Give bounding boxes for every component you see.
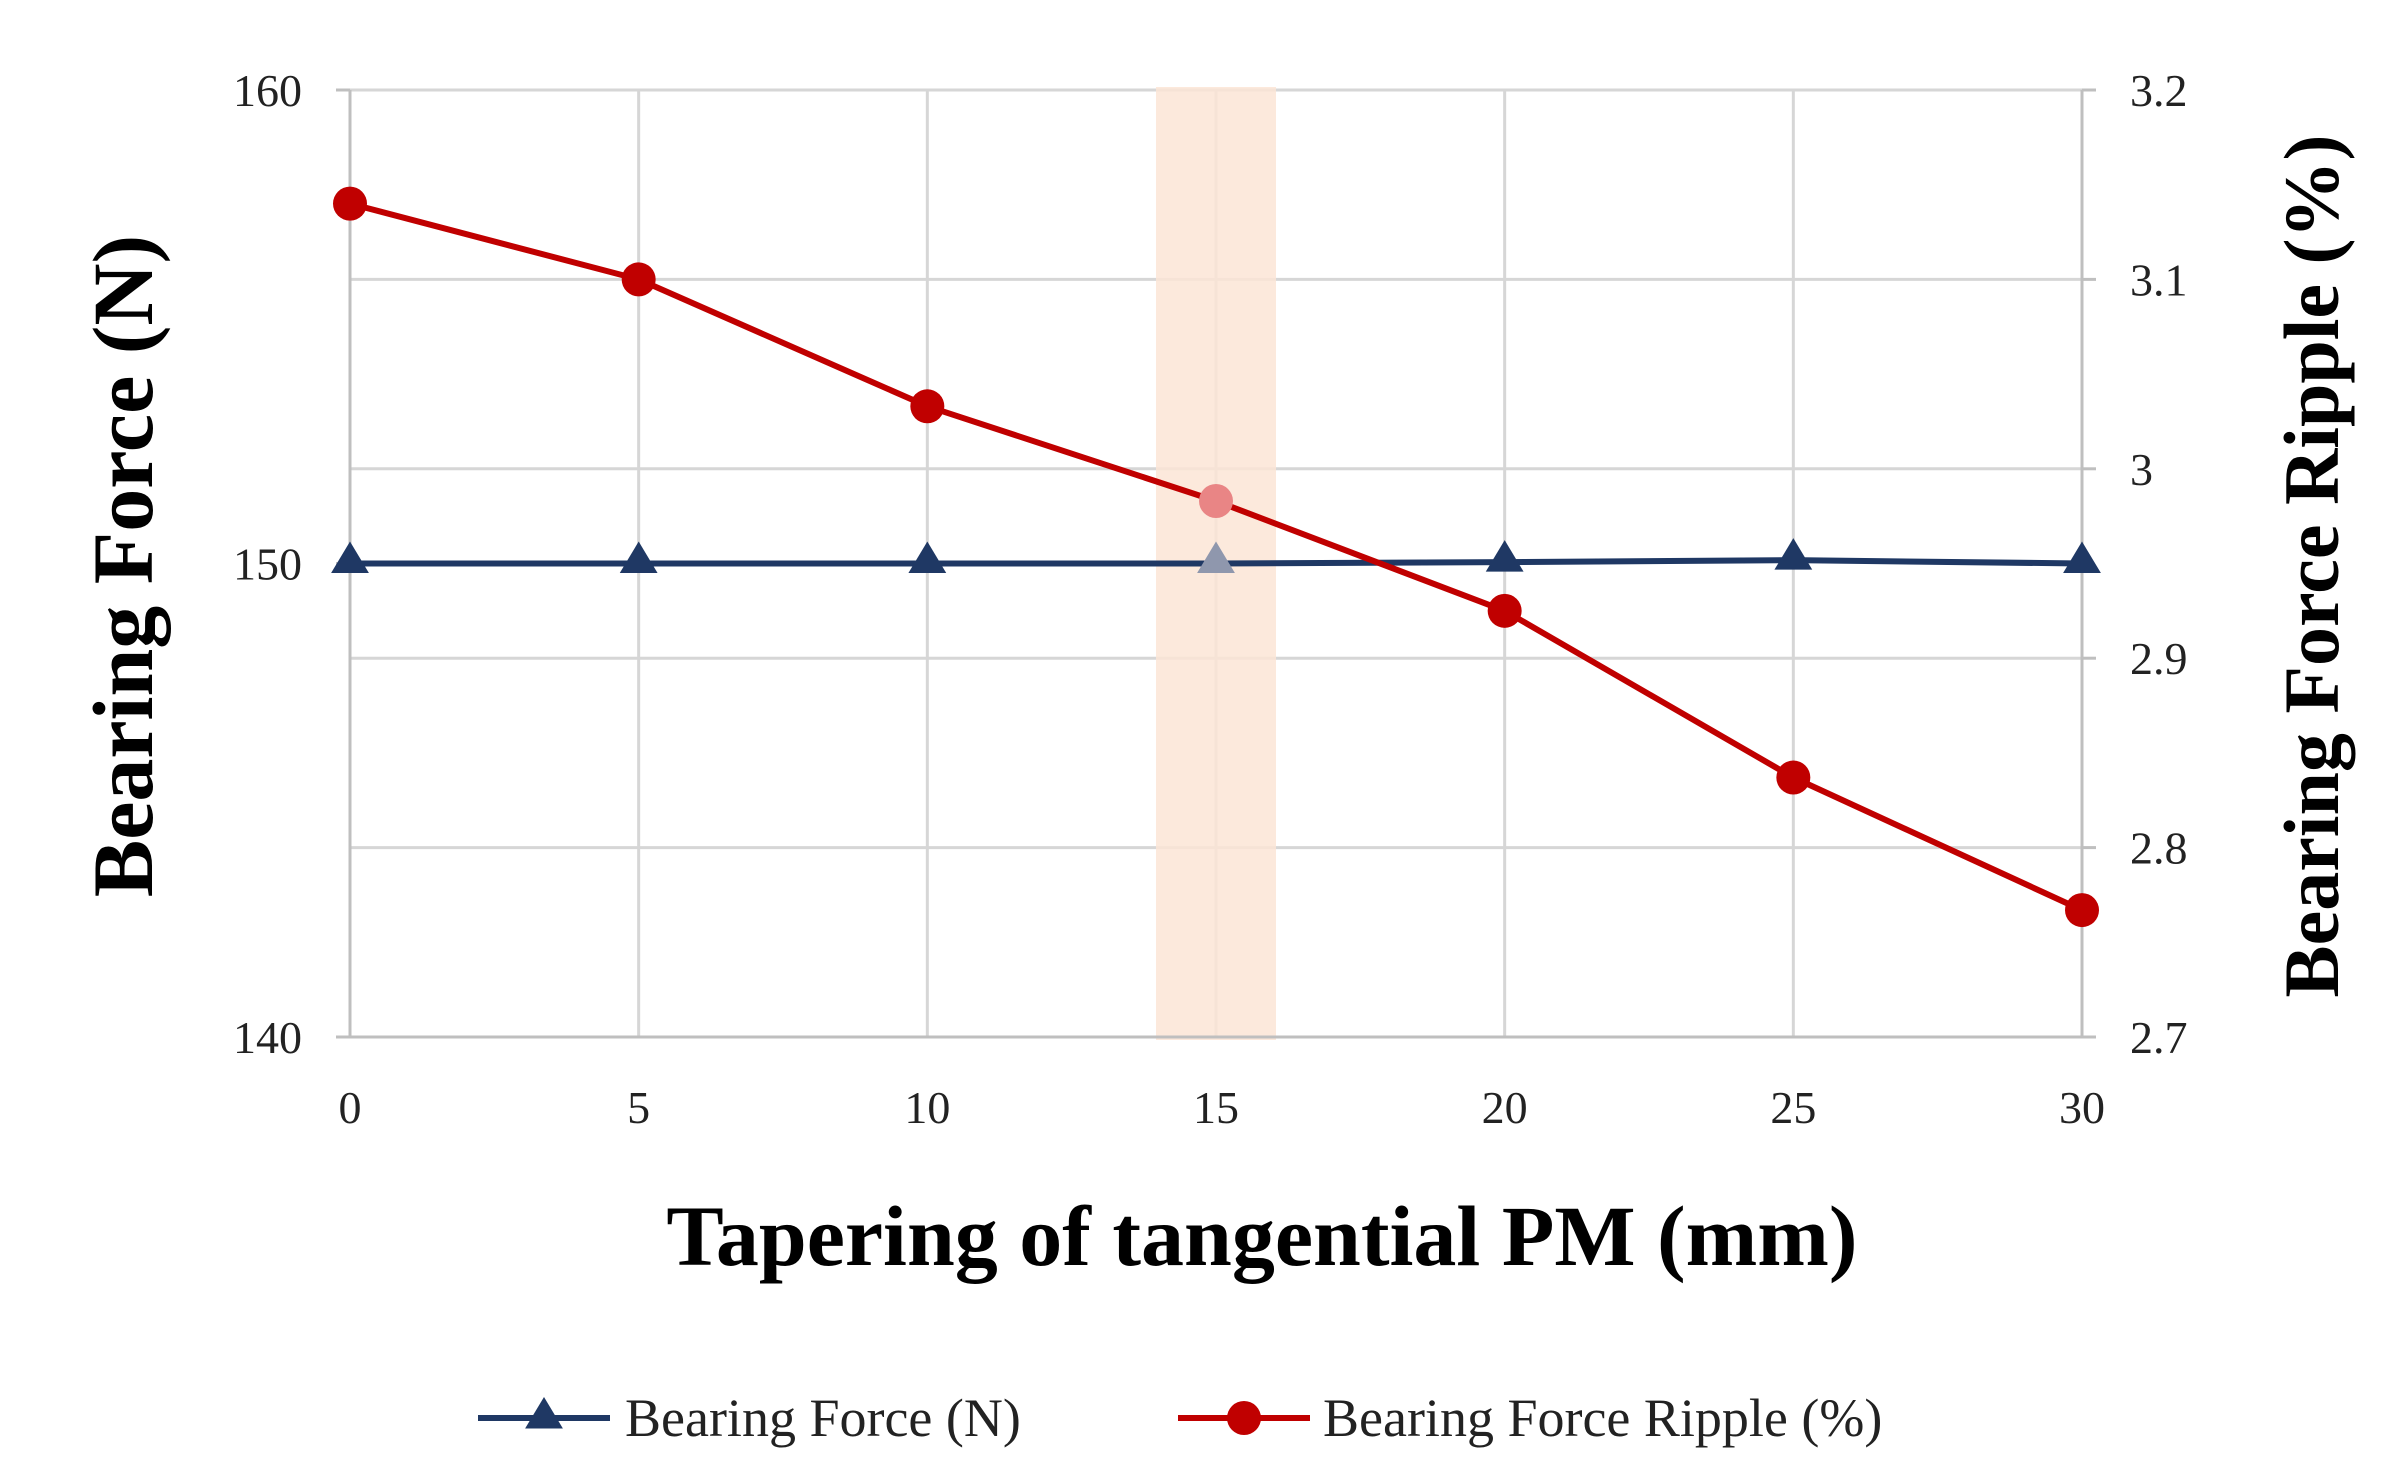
force-point	[1197, 541, 1235, 573]
y2-tick-label: 2.9	[2130, 633, 2188, 684]
y-tick-label: 140	[233, 1012, 302, 1063]
x-tick-label: 10	[904, 1082, 950, 1133]
ripple-point	[910, 389, 945, 424]
legend-circle-marker	[1227, 1401, 1261, 1435]
ripple-point	[1199, 483, 1233, 518]
x-tick-label: 25	[1770, 1082, 1816, 1133]
x-tick-label: 5	[627, 1082, 650, 1133]
force-point	[619, 541, 658, 573]
y2-tick-label: 2.7	[2130, 1012, 2188, 1063]
ripple-point	[1487, 593, 1522, 628]
force-point	[2063, 541, 2101, 573]
legend: Bearing Force (N) Bearing Force Ripple (%…	[478, 1388, 1882, 1448]
ripple-point	[2065, 893, 2099, 928]
x-tick-label: 20	[1482, 1082, 1528, 1133]
y2-tick-label: 2.8	[2130, 823, 2188, 874]
y2-tick-label: 3.1	[2130, 254, 2188, 305]
legend-label: Bearing Force Ripple (%)	[1323, 1388, 1882, 1448]
force-point	[1774, 538, 1813, 570]
force-point	[1485, 540, 1524, 572]
tick-labels: 140 150 160 2.7 2.8 2.9 3 3.1 3.2 0 5 10 15 20 25 30	[233, 65, 2188, 1133]
force-point	[908, 541, 947, 573]
legend-triangle-marker	[525, 1397, 563, 1429]
y2-axis-title: Bearing Force Ripple (%)	[2268, 135, 2355, 998]
series-layer	[331, 186, 2101, 928]
ripple-point	[621, 262, 656, 297]
y2-tick-label: 3.2	[2130, 65, 2188, 116]
y2-tick-label: 3	[2130, 444, 2153, 495]
x-tick-label: 15	[1193, 1082, 1239, 1133]
ripple-point	[333, 186, 367, 221]
y-tick-label: 160	[233, 65, 302, 116]
y-tick-label: 150	[233, 539, 302, 590]
legend-label: Bearing Force (N)	[625, 1388, 1021, 1448]
x-axis-title: Tapering of tangential PM (mm)	[666, 1188, 1857, 1284]
x-tick-label: 30	[2059, 1082, 2105, 1133]
y-axis-title: Bearing Force (N)	[75, 235, 171, 897]
ripple-point	[1776, 760, 1811, 795]
force-point	[331, 541, 369, 573]
x-tick-label: 0	[339, 1082, 362, 1133]
